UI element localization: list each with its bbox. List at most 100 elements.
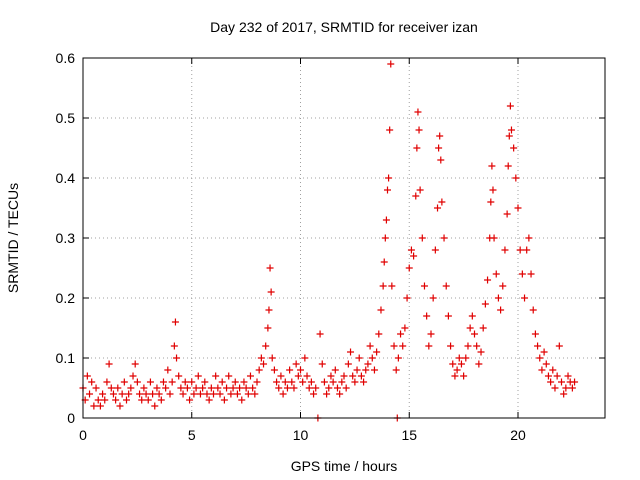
- data-point: [283, 384, 291, 392]
- data-point: [170, 342, 178, 350]
- data-point: [131, 360, 139, 368]
- data-point: [527, 270, 535, 278]
- data-point: [171, 318, 179, 326]
- data-point: [116, 402, 124, 410]
- data-point: [177, 384, 185, 392]
- data-point: [492, 270, 500, 278]
- data-point: [549, 366, 557, 374]
- data-point: [531, 330, 539, 338]
- data-point: [512, 174, 520, 182]
- data-point: [265, 306, 273, 314]
- data-point: [220, 396, 228, 404]
- data-point: [101, 396, 109, 404]
- data-point: [449, 360, 457, 368]
- y-tick-label: 0.1: [56, 350, 76, 366]
- data-point: [429, 294, 437, 302]
- data-point: [159, 378, 167, 386]
- data-point: [333, 384, 341, 392]
- data-point: [487, 198, 495, 206]
- data-point: [451, 372, 459, 380]
- data-point: [146, 378, 154, 386]
- data-point: [375, 330, 383, 338]
- data-point: [401, 324, 409, 332]
- data-point: [149, 390, 157, 398]
- data-point: [257, 354, 265, 362]
- data-point: [301, 354, 309, 362]
- data-point: [437, 156, 445, 164]
- data-point: [385, 174, 393, 182]
- data-point: [538, 366, 546, 374]
- data-point: [142, 390, 150, 398]
- y-tick-label: 0: [67, 410, 75, 426]
- data-point: [155, 390, 163, 398]
- data-point: [562, 384, 570, 392]
- data-point: [246, 372, 254, 380]
- data-point: [294, 372, 302, 380]
- data-point: [90, 402, 98, 410]
- data-point: [368, 354, 376, 362]
- data-point: [96, 402, 104, 410]
- data-point: [262, 342, 270, 350]
- data-point: [479, 324, 487, 332]
- data-point: [153, 384, 161, 392]
- data-point: [123, 396, 130, 404]
- data-point: [253, 378, 261, 386]
- data-point: [273, 378, 281, 386]
- data-point: [323, 390, 331, 398]
- data-point: [418, 234, 426, 242]
- data-point: [413, 144, 421, 152]
- data-point: [466, 324, 474, 332]
- data-point: [281, 378, 289, 386]
- data-point: [99, 390, 107, 398]
- x-tick-label: 5: [188, 427, 196, 443]
- data-point: [381, 234, 389, 242]
- data-point: [435, 144, 443, 152]
- data-point: [120, 378, 128, 386]
- data-point: [338, 378, 346, 386]
- data-point: [210, 390, 217, 398]
- data-point: [342, 384, 350, 392]
- data-point: [236, 384, 244, 392]
- data-point: [336, 390, 344, 398]
- data-point: [505, 132, 513, 140]
- data-point: [436, 132, 444, 140]
- data-point: [555, 342, 563, 350]
- data-point: [251, 390, 259, 398]
- data-point: [207, 384, 215, 392]
- data-point: [523, 246, 531, 254]
- y-tick-label: 0.4: [56, 170, 76, 186]
- data-point: [201, 378, 209, 386]
- data-point: [514, 204, 522, 212]
- data-point: [216, 390, 224, 398]
- data-point: [277, 372, 285, 380]
- data-point: [297, 366, 304, 374]
- data-point: [410, 252, 418, 260]
- data-point: [307, 378, 315, 386]
- data-point: [188, 378, 196, 386]
- x-tick-label: 15: [401, 427, 417, 443]
- data-point: [499, 282, 507, 290]
- data-point: [416, 186, 424, 194]
- data-point: [490, 234, 498, 242]
- data-point: [506, 102, 514, 110]
- data-point: [227, 390, 235, 398]
- data-point: [231, 378, 239, 386]
- data-point: [112, 396, 120, 404]
- data-point: [525, 234, 533, 242]
- data-point: [377, 306, 385, 314]
- data-point: [103, 378, 111, 386]
- data-point: [86, 390, 94, 398]
- data-point: [205, 396, 213, 404]
- x-axis-label: GPS time / hours: [291, 458, 398, 474]
- data-point: [542, 360, 550, 368]
- data-point: [218, 378, 226, 386]
- data-point: [238, 396, 246, 404]
- data-point: [133, 378, 141, 386]
- data-point: [362, 366, 370, 374]
- y-axis-label: SRMTID / TECUs: [5, 183, 21, 293]
- data-point: [212, 372, 220, 380]
- x-tick-label: 0: [79, 427, 87, 443]
- data-point: [414, 108, 422, 116]
- data-point: [310, 390, 318, 398]
- data-point: [157, 396, 165, 404]
